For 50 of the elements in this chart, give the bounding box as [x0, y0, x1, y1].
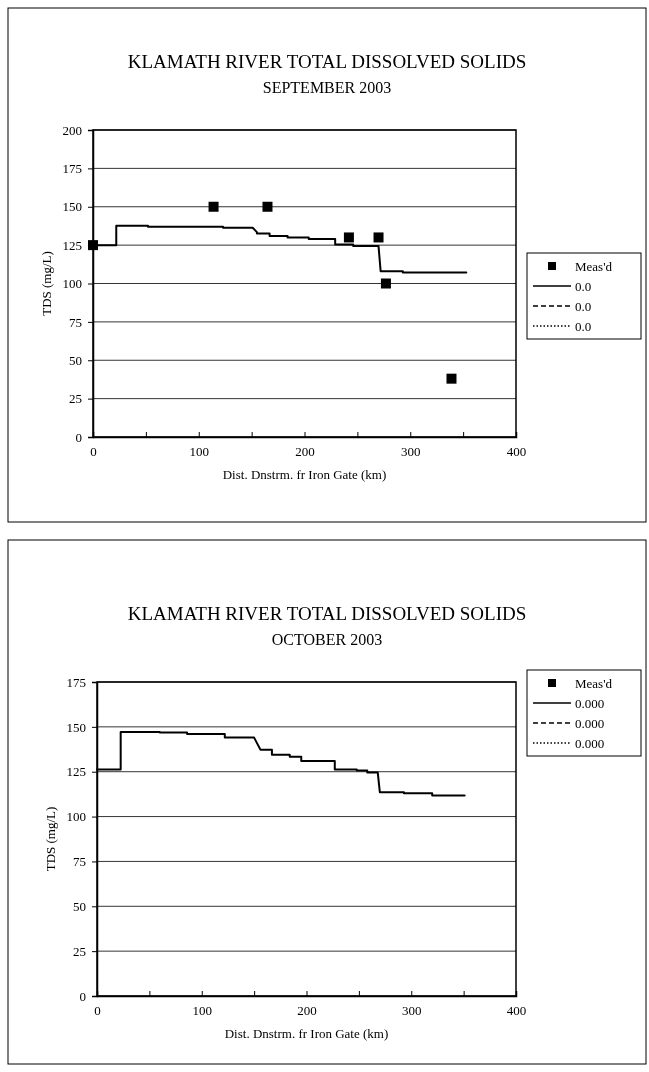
x-tick-label: 300: [402, 1003, 422, 1019]
legend-label: 0.000: [575, 716, 605, 731]
point: [208, 201, 219, 212]
point: [446, 373, 457, 384]
x-tick-label: 200: [297, 1003, 317, 1019]
y-tick-label: 25: [69, 391, 82, 407]
point: [343, 232, 354, 243]
y-tick-label: 100: [66, 809, 86, 825]
point: [88, 240, 98, 251]
point: [380, 278, 391, 289]
y-tick-label: 100: [62, 276, 82, 292]
legend-label: 0.000: [575, 696, 605, 711]
x-axis-title: Dist. Dnstrm. fr Iron Gate (km): [222, 467, 387, 482]
legend-label: 0.0: [575, 299, 592, 314]
chart-subtitle: SEPTEMBER 2003: [262, 79, 392, 96]
y-tick-label: 150: [66, 719, 86, 735]
y-tick-label: 150: [62, 199, 82, 215]
y-tick-label: 50: [73, 898, 86, 914]
legend-label: Meas'd: [575, 676, 613, 691]
x-tick-label: 400: [506, 444, 527, 460]
legend-label: 0.000: [575, 736, 605, 751]
y-tick-label: 0: [79, 988, 86, 1004]
x-axis-title: Dist. Dnstrm. fr Iron Gate (km): [224, 1026, 389, 1041]
chart-subtitle: OCTOBER 2003: [271, 631, 383, 648]
x-tick-label: 0: [90, 444, 97, 460]
y-tick-label: 0: [75, 429, 82, 445]
chart-title: KLAMATH RIVER TOTAL DISSOLVED SOLIDS: [127, 51, 527, 72]
chart-title: KLAMATH RIVER TOTAL DISSOLVED SOLIDS: [127, 603, 527, 624]
y-tick-label: 175: [62, 161, 82, 177]
point: [373, 232, 384, 243]
y-tick-label: 125: [66, 764, 86, 780]
y-tick-label: 175: [66, 674, 86, 690]
x-tick-label: 100: [192, 1003, 212, 1019]
legend-label: Meas'd: [575, 259, 613, 274]
point: [262, 201, 273, 212]
legend-label: 0.0: [575, 279, 592, 294]
x-tick-label: 0: [94, 1003, 101, 1019]
x-tick-label: 200: [295, 444, 315, 460]
y-tick-label: 75: [73, 854, 86, 870]
x-tick-label: 400: [506, 1003, 527, 1019]
y-axis-title: TDS (mg/L): [43, 806, 58, 872]
y-tick-label: 25: [73, 943, 86, 959]
y-tick-label: 50: [69, 352, 82, 368]
x-tick-label: 100: [189, 444, 209, 460]
legend-label: 0.0: [575, 319, 592, 334]
y-tick-label: 125: [62, 237, 82, 253]
y-tick-label: 75: [69, 314, 82, 330]
y-tick-label: 200: [62, 122, 82, 138]
x-tick-label: 300: [401, 444, 421, 460]
y-axis-title: TDS (mg/L): [39, 251, 54, 316]
